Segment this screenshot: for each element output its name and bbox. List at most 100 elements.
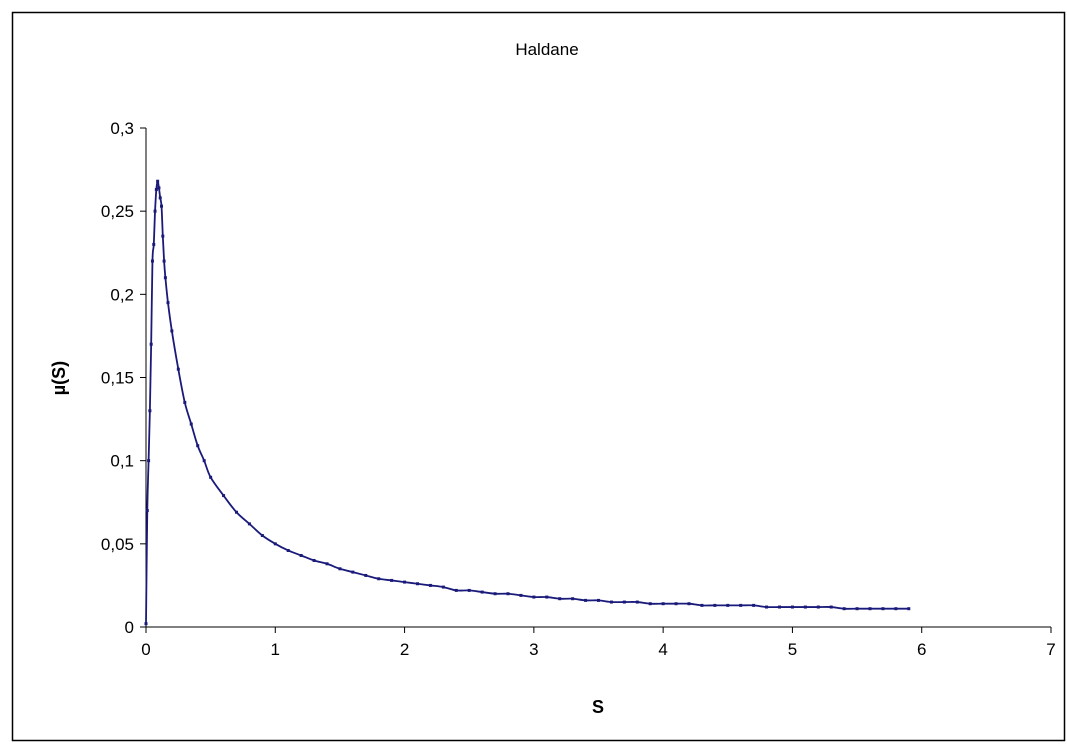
ticks-group: 0 1 2 3 4 5 6 7 0 0,05 0,1 0,15 0,2 0,25 0,3 (101, 119, 1056, 659)
data-point (584, 598, 588, 602)
y-tick-label: 0,15 (101, 369, 134, 388)
data-point (390, 578, 394, 582)
chart-title: Haldane (515, 40, 578, 59)
x-tick-label: 7 (1046, 640, 1055, 659)
data-point (183, 400, 187, 404)
data-point (273, 542, 277, 546)
data-point (156, 179, 160, 183)
data-point (454, 588, 458, 592)
data-point (235, 510, 238, 514)
data-point (403, 580, 407, 584)
data-point (868, 607, 872, 611)
data-point (158, 196, 162, 200)
data-point (881, 607, 885, 611)
data-point (467, 588, 471, 592)
y-tick-label: 0,05 (101, 535, 134, 554)
x-tick-label: 1 (271, 640, 280, 659)
y-tick-label: 0,2 (110, 285, 134, 304)
data-point (170, 329, 174, 333)
data-point (790, 605, 794, 609)
data-point (154, 188, 158, 192)
data-point (739, 603, 743, 607)
data-point (907, 607, 911, 611)
data-point (726, 603, 730, 607)
data-point (506, 592, 510, 596)
data-point (829, 605, 833, 609)
y-tick-label: 0,3 (110, 119, 134, 138)
data-point (778, 605, 781, 609)
data-point (144, 622, 148, 626)
chart-border (11, 11, 1066, 742)
y-tick-label: 0 (125, 618, 134, 637)
data-point (202, 459, 206, 463)
data-point (149, 342, 153, 346)
x-tick-label: 0 (141, 640, 150, 659)
data-point (571, 597, 575, 601)
data-point (597, 598, 600, 602)
data-point (364, 573, 368, 577)
y-tick-label: 0,25 (101, 202, 134, 221)
x-tick-label: 3 (529, 640, 538, 659)
data-point (176, 367, 180, 371)
data-point (765, 605, 769, 609)
data-point (700, 603, 704, 607)
data-point (687, 602, 691, 606)
data-point (416, 582, 419, 586)
data-point (325, 562, 329, 566)
data-point (147, 459, 151, 463)
x-tick-label: 6 (917, 640, 926, 659)
data-point (351, 570, 355, 574)
data-point (661, 602, 665, 606)
data-point (558, 597, 562, 601)
data-point (519, 593, 523, 597)
data-point (713, 603, 717, 607)
data-point (247, 522, 251, 526)
data-point (752, 603, 756, 607)
data-point (493, 592, 497, 596)
data-point (160, 204, 164, 208)
x-tick-label: 2 (400, 640, 409, 659)
x-tick-label: 4 (658, 640, 667, 659)
data-point (286, 548, 290, 552)
y-tick-label: 0,1 (110, 452, 134, 471)
data-point (545, 595, 549, 599)
data-point (609, 600, 613, 604)
data-point (674, 602, 678, 606)
data-point (532, 595, 536, 599)
data-point (428, 583, 432, 587)
data-point (816, 605, 820, 609)
x-tick-label: 5 (788, 640, 797, 659)
data-point (222, 494, 226, 498)
data-point (162, 259, 166, 263)
data-point (622, 600, 626, 604)
data-point (299, 553, 303, 557)
data-point (166, 301, 170, 305)
data-point (152, 242, 156, 246)
data-point (161, 234, 165, 238)
data-point (648, 602, 652, 606)
y-axis-title: µ(S) (49, 361, 69, 395)
data-point (209, 475, 213, 479)
data-point (855, 607, 859, 611)
data-point (157, 186, 161, 190)
data-point (894, 607, 898, 611)
data-point (145, 509, 149, 513)
data-point (377, 577, 381, 581)
data-point (338, 567, 342, 571)
data-point (148, 409, 152, 413)
data-point (163, 276, 167, 280)
data-point (189, 422, 193, 426)
data-point (150, 259, 154, 263)
data-point (153, 209, 157, 213)
data-point (196, 444, 200, 448)
data-point (441, 585, 445, 589)
data-point (842, 607, 846, 611)
data-point (803, 605, 807, 609)
series-group (144, 179, 911, 626)
data-point (260, 534, 264, 538)
data-point (635, 600, 639, 604)
data-point (480, 590, 484, 594)
data-point (312, 558, 316, 562)
